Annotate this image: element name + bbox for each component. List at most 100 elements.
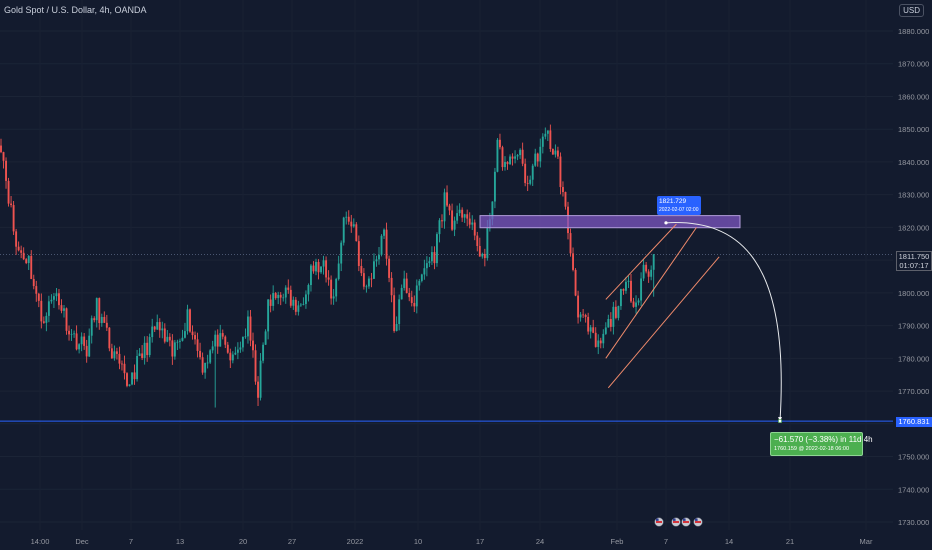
candle-body bbox=[186, 309, 189, 332]
candle-body bbox=[98, 298, 101, 324]
candle-body bbox=[310, 265, 312, 286]
candle-body bbox=[579, 314, 582, 318]
candle-body bbox=[5, 160, 7, 181]
candle-body bbox=[544, 133, 547, 137]
candle-body bbox=[214, 334, 217, 347]
candle-body bbox=[551, 148, 554, 155]
candle-body bbox=[302, 303, 305, 305]
time-tick-label: 17 bbox=[476, 537, 484, 546]
candle-body bbox=[50, 299, 53, 302]
candle-body bbox=[196, 339, 199, 351]
price-axis[interactable]: 1730.0001740.0001750.0001760.0001770.000… bbox=[898, 27, 929, 527]
price-tick-label: 1870.000 bbox=[898, 60, 929, 69]
currency-button[interactable]: USD bbox=[899, 4, 924, 17]
candle-body bbox=[471, 222, 474, 225]
time-tick-label: Dec bbox=[75, 537, 89, 546]
candle-body bbox=[607, 318, 610, 328]
price-tick-label: 1770.000 bbox=[898, 387, 929, 396]
candle-body bbox=[156, 322, 159, 330]
candle-body bbox=[254, 350, 257, 382]
time-axis[interactable]: 14:00 Dec 7 13 20 27 2022 10 17 24 Feb 7 14 21 Mar bbox=[31, 537, 873, 546]
candle-body bbox=[516, 155, 519, 157]
candle-body bbox=[282, 297, 285, 299]
candle-body bbox=[221, 333, 224, 337]
candle-body bbox=[496, 139, 499, 172]
candle-body bbox=[640, 278, 643, 301]
callout-price: 1821.729 bbox=[659, 198, 687, 205]
candle-body bbox=[199, 350, 202, 358]
candle-body bbox=[617, 306, 620, 318]
price-tick-label: 1820.000 bbox=[898, 223, 929, 232]
candle-body bbox=[556, 150, 559, 157]
candle-body bbox=[40, 300, 43, 322]
candle-body bbox=[443, 192, 446, 222]
candle-body bbox=[284, 287, 287, 298]
candle-body bbox=[637, 300, 640, 303]
candle-body bbox=[12, 205, 15, 232]
price-tick-label: 1840.000 bbox=[898, 158, 929, 167]
candle-body bbox=[352, 224, 355, 227]
candle-body bbox=[226, 344, 229, 353]
candle-body bbox=[239, 347, 242, 350]
flag-canton bbox=[695, 518, 698, 521]
candle-body bbox=[138, 353, 141, 357]
candle-body bbox=[380, 235, 383, 255]
candle-body bbox=[52, 296, 55, 300]
candle-body bbox=[362, 273, 365, 287]
candle-body bbox=[320, 266, 322, 273]
candle-body bbox=[650, 269, 653, 277]
candle-body bbox=[458, 209, 461, 214]
candle-body bbox=[272, 293, 275, 306]
candle-body bbox=[473, 222, 476, 236]
candle-body bbox=[594, 332, 597, 347]
candle-body bbox=[257, 381, 259, 398]
candle-body bbox=[294, 299, 297, 312]
candle-body bbox=[564, 192, 567, 207]
candle-body bbox=[27, 255, 30, 264]
candle-body bbox=[554, 150, 557, 155]
candle-body bbox=[327, 277, 330, 280]
candle-body bbox=[118, 353, 121, 364]
candle-body bbox=[493, 171, 496, 202]
candle-body bbox=[267, 299, 270, 332]
candle-body bbox=[332, 296, 335, 299]
candle-body bbox=[176, 341, 179, 343]
time-tick-label: 27 bbox=[288, 537, 296, 546]
candle-body bbox=[592, 327, 595, 333]
candle-body bbox=[635, 302, 637, 307]
price-tick-label: 1850.000 bbox=[898, 125, 929, 134]
candle-body bbox=[181, 337, 184, 341]
price-tick-label: 1740.000 bbox=[898, 485, 929, 494]
price-tick-label: 1730.000 bbox=[898, 518, 929, 527]
price-tick-label: 1880.000 bbox=[898, 27, 929, 36]
candle-body bbox=[622, 288, 625, 291]
candle-body bbox=[632, 301, 635, 307]
flag-stripe bbox=[656, 521, 662, 523]
candle-body bbox=[166, 336, 169, 342]
candle-body bbox=[433, 252, 436, 264]
callout-date: 2022-02-07 02:00 bbox=[659, 207, 699, 213]
candle-body bbox=[312, 265, 315, 272]
candle-body bbox=[126, 373, 128, 386]
candle-body bbox=[529, 179, 532, 184]
candle-body bbox=[539, 146, 542, 162]
candle-body bbox=[315, 261, 317, 272]
candle-body bbox=[161, 328, 164, 331]
candle-body bbox=[247, 316, 249, 337]
candle-body bbox=[75, 333, 78, 350]
candle-body bbox=[148, 337, 151, 356]
candle-body bbox=[297, 305, 300, 312]
price-tick-label: 1750.000 bbox=[898, 453, 929, 462]
candle-body bbox=[400, 287, 403, 300]
candle-body bbox=[189, 309, 191, 332]
candle-body bbox=[378, 254, 380, 260]
symbol-title: Gold Spot / U.S. Dollar, 4h, OANDA bbox=[4, 5, 147, 15]
candle-body bbox=[241, 336, 244, 348]
candle-body bbox=[360, 266, 363, 274]
current-price-value: 1811.750 bbox=[898, 252, 930, 261]
candle-body bbox=[602, 333, 605, 344]
price-tick-label: 1830.000 bbox=[898, 191, 929, 200]
candle-body bbox=[249, 316, 252, 341]
